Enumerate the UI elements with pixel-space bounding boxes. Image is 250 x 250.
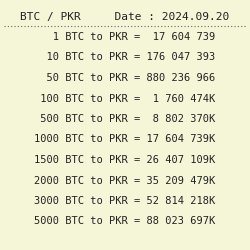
Text: 500 BTC to PKR =  8 802 370K: 500 BTC to PKR = 8 802 370K: [34, 114, 216, 124]
Text: 2000 BTC to PKR = 35 209 479K: 2000 BTC to PKR = 35 209 479K: [34, 176, 216, 186]
Text: 3000 BTC to PKR = 52 814 218K: 3000 BTC to PKR = 52 814 218K: [34, 196, 216, 206]
Text: 1500 BTC to PKR = 26 407 109K: 1500 BTC to PKR = 26 407 109K: [34, 155, 216, 165]
Text: 50 BTC to PKR = 880 236 966: 50 BTC to PKR = 880 236 966: [34, 73, 216, 83]
Text: 1000 BTC to PKR = 17 604 739K: 1000 BTC to PKR = 17 604 739K: [34, 134, 216, 144]
Text: 5000 BTC to PKR = 88 023 697K: 5000 BTC to PKR = 88 023 697K: [34, 216, 216, 226]
Text: 10 BTC to PKR = 176 047 393: 10 BTC to PKR = 176 047 393: [34, 52, 216, 62]
Text: 1 BTC to PKR =  17 604 739: 1 BTC to PKR = 17 604 739: [34, 32, 216, 42]
Text: BTC / PKR     Date : 2024.09.20: BTC / PKR Date : 2024.09.20: [20, 12, 230, 22]
Text: 100 BTC to PKR =  1 760 474K: 100 BTC to PKR = 1 760 474K: [34, 94, 216, 104]
